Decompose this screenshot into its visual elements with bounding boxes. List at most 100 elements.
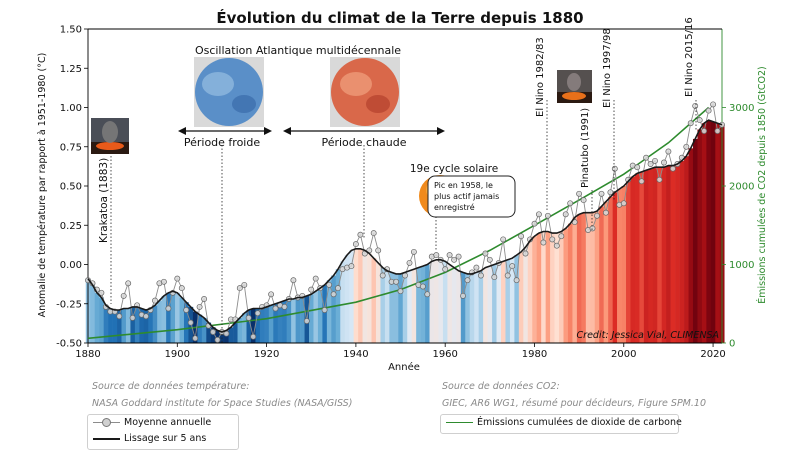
annual-point-1934: [326, 281, 333, 288]
legend-label-co2: Émissions cumulées de dioxide de carbone: [477, 417, 682, 428]
stripe-2018: [701, 123, 707, 343]
annual-point-1950: [397, 288, 404, 295]
stripe-1957: [429, 261, 435, 343]
stripe-2002: [630, 176, 636, 343]
annual-point-1931: [312, 275, 319, 282]
stripe-1976: [514, 255, 520, 343]
el-nino-2015-label: El Nino 2015/16: [684, 17, 695, 97]
stripe-1924: [282, 300, 287, 343]
stripe-1992: [585, 212, 591, 343]
stripe-1985: [554, 233, 560, 343]
stripe-1967: [474, 272, 479, 343]
stripe-1916: [246, 310, 252, 343]
stripe-1893: [143, 310, 149, 343]
annual-point-2010: [665, 148, 672, 155]
stripe-1881: [90, 284, 95, 343]
cold-globe-image: [194, 57, 264, 127]
stripe-2001: [626, 181, 631, 343]
stripe-1961: [447, 264, 453, 343]
x-tick-label-2020: 2020: [700, 349, 725, 360]
stripe-1975: [509, 258, 515, 343]
oscillation-label: Oscillation Atlantique multidécennale: [195, 44, 401, 57]
annual-point-1933: [321, 307, 328, 313]
stripe-1908: [210, 327, 216, 343]
x-tick-label-1920: 1920: [254, 349, 279, 360]
pinatubo-volcano-image: [557, 70, 592, 103]
stripe-1894: [148, 308, 154, 343]
warm-period-arrow: [283, 127, 445, 135]
cold-period-arrow: [178, 127, 272, 135]
annual-point-1897: [160, 278, 167, 285]
solar-note-box: [427, 175, 516, 218]
stripe-1900: [175, 292, 180, 343]
el-nino-1997-label: El Nino 1997/98: [602, 28, 613, 108]
annual-point-1976: [513, 277, 520, 284]
annual-point-2016: [692, 102, 699, 109]
stripe-1972: [496, 262, 502, 343]
stripe-1980: [532, 236, 538, 343]
stripe-1987: [563, 228, 569, 343]
x-tick-label-1980: 1980: [522, 349, 547, 360]
annual-point-1898: [165, 305, 172, 312]
co2-legend: Émissions cumulées de dioxide de carbone: [440, 414, 682, 434]
annual-point-1883: [98, 289, 105, 296]
solar-cycle-label: 19e cycle solaire: [410, 163, 498, 175]
stripe-1960: [442, 261, 448, 343]
annual-point-1905: [196, 303, 203, 310]
annual-point-1952: [406, 259, 413, 266]
smooth-line-icon: [93, 438, 120, 440]
stripe-2016: [692, 138, 698, 343]
temp-source-text: NASA Goddard institute for Space Studies…: [92, 398, 353, 409]
stripe-1964: [460, 272, 466, 343]
stripe-1979: [527, 240, 533, 343]
y-tick-label-1.00: 1.00: [60, 103, 82, 114]
stripe-2011: [670, 165, 676, 343]
y2-tick-label-1000: 1000: [729, 260, 754, 271]
stripe-1952: [407, 270, 412, 343]
stripe-1885: [108, 308, 113, 343]
annual-point-1961: [446, 252, 453, 259]
stripe-1883: [99, 297, 104, 343]
annual-point-2009: [661, 159, 667, 166]
stripe-1891: [134, 306, 140, 343]
annual-point-1960: [442, 266, 449, 273]
stripe-1986: [559, 231, 564, 343]
annual-point-1955: [419, 283, 426, 290]
stripe-2004: [639, 171, 645, 343]
annual-point-1971: [491, 274, 498, 281]
annual-point-1921: [268, 291, 275, 298]
legend-item-annual: Moyenne annuelle: [88, 415, 238, 431]
stripe-1953: [411, 269, 417, 343]
annual-point-2021: [714, 128, 721, 134]
stripe-1958: [434, 259, 439, 343]
annual-point-1940: [352, 241, 359, 248]
annual-point-1914: [236, 285, 243, 292]
stripe-2012: [675, 164, 680, 343]
annual-point-1903: [187, 319, 194, 326]
annual-point-1887: [116, 313, 123, 320]
stripe-1970: [487, 266, 493, 343]
stripe-1996: [603, 201, 609, 343]
annual-point-1900: [174, 275, 181, 282]
y-tick-label--0.50: -0.50: [56, 339, 82, 350]
legend-item-co2: Émissions cumulées de dioxide de carbone: [441, 415, 682, 431]
warm-period-label: Période chaude: [321, 136, 406, 149]
stripe-1934: [326, 280, 332, 343]
credit-label: Credit: Jessica Vial, CLIMENSA: [577, 330, 719, 341]
annual-point-1991: [580, 197, 587, 204]
annual-point-1965: [464, 277, 471, 284]
stripe-1978: [523, 247, 529, 343]
annual-point-1968: [477, 272, 484, 279]
stripe-2010: [666, 165, 671, 343]
stripe-2017: [697, 129, 703, 343]
stripe-1920: [264, 306, 270, 343]
stripe-1966: [469, 273, 475, 343]
annual-point-1902: [183, 307, 190, 313]
stripe-1928: [300, 297, 305, 343]
legend-label-annual: Moyenne annuelle: [124, 417, 212, 428]
stripe-1945: [375, 262, 381, 343]
annual-point-1986: [558, 233, 565, 240]
stripe-1937: [340, 261, 346, 343]
annual-point-1987: [562, 211, 569, 218]
x-axis-label: Année: [388, 361, 420, 373]
